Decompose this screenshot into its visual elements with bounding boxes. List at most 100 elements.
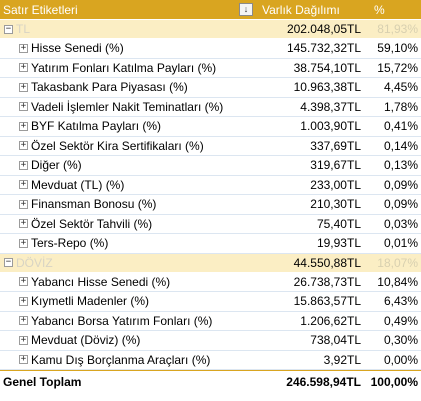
detail-label-cell: + Vadeli İşlemler Nakit Teminatları (%): [0, 100, 257, 114]
detail-row[interactable]: + Mevduat (Döviz) (%) 738,04TL 0,30%: [0, 331, 421, 351]
detail-label: Ters-Repo (%): [31, 236, 109, 251]
collapse-icon[interactable]: −: [4, 23, 13, 34]
group-label-cell: − DÖVİZ: [0, 256, 257, 270]
detail-percent: 0,09%: [383, 197, 418, 212]
detail-label-cell: + Diğer (%): [0, 158, 257, 172]
detail-row[interactable]: + Hisse Senedi (%) 145.732,32TL 59,10%: [0, 39, 421, 59]
detail-label: BYF Katılma Payları (%): [31, 119, 162, 134]
detail-value: 38.754,10TL: [293, 60, 361, 75]
detail-row[interactable]: + Kıymetli Madenler (%) 15.863,57TL 6,43%: [0, 292, 421, 312]
detail-row[interactable]: + Mevduat (TL) (%) 233,00TL 0,09%: [0, 176, 421, 195]
detail-row[interactable]: + Yabancı Hisse Senedi (%) 26.738,73TL 10,8…: [0, 273, 421, 292]
collapse-icon[interactable]: −: [4, 257, 13, 267]
expand-icon[interactable]: +: [19, 62, 28, 73]
expand-icon[interactable]: +: [19, 295, 28, 306]
detail-label-cell: + Takasbank Para Piyasası (%): [0, 80, 257, 94]
detail-row[interactable]: + Ters-Repo (%) 19,93TL 0,01%: [0, 234, 421, 254]
filter-dropdown-icon[interactable]: ↓: [239, 3, 253, 16]
detail-percent: 0,41%: [383, 119, 418, 134]
detail-row[interactable]: + Finansman Bonosu (%) 210,30TL 0,09%: [0, 195, 421, 215]
detail-label-cell: + Özel Sektör Kira Sertifikaları (%): [0, 139, 257, 153]
detail-percent: 0,14%: [383, 138, 418, 153]
detail-label-cell: + Yabancı Borsa Yatırım Fonları (%): [0, 314, 257, 328]
group-name: DÖVİZ: [16, 255, 53, 270]
detail-value: 233,00TL: [310, 177, 361, 192]
detail-label-cell: + Ters-Repo (%): [0, 236, 257, 250]
row-labels-header[interactable]: Satır Etiketleri ↓: [0, 3, 257, 17]
group-value: 44.550,88TL: [293, 255, 361, 270]
detail-label: Takasbank Para Piyasası (%): [31, 80, 188, 95]
detail-label-cell: + BYF Katılma Payları (%): [0, 119, 257, 133]
grand-total-percent: 100,00%: [370, 374, 418, 389]
detail-row[interactable]: + Özel Sektör Kira Sertifikaları (%) 337,6…: [0, 137, 421, 156]
grand-total-label: Genel Toplam: [3, 374, 82, 389]
detail-label: Özel Sektör Tahvili (%): [31, 216, 153, 231]
group-label-cell: − TL: [0, 22, 257, 36]
detail-value: 145.732,32TL: [286, 41, 361, 56]
detail-value: 337,69TL: [310, 138, 361, 153]
detail-value: 319,67TL: [310, 158, 361, 173]
detail-label: Finansman Bonosu (%): [31, 197, 157, 212]
expand-icon[interactable]: +: [19, 81, 28, 92]
detail-value: 26.738,73TL: [293, 274, 361, 289]
expand-icon[interactable]: +: [19, 120, 28, 131]
detail-row[interactable]: + Özel Sektör Tahvili (%) 75,40TL 0,03%: [0, 215, 421, 234]
detail-label: Yatırım Fonları Katılma Payları (%): [31, 60, 217, 75]
detail-label: Yabancı Hisse Senedi (%): [31, 274, 171, 289]
expand-icon[interactable]: +: [19, 334, 28, 345]
detail-label-cell: + Kamu Dış Borçlanma Araçları (%): [0, 353, 257, 367]
detail-label-cell: + Mevduat (TL) (%): [0, 178, 257, 192]
detail-row[interactable]: + Takasbank Para Piyasası (%) 10.963,38TL 4…: [0, 78, 421, 98]
pivot-header-row: Satır Etiketleri ↓ Varlık Dağılımı %: [0, 0, 421, 20]
expand-icon[interactable]: +: [19, 315, 28, 326]
group-row[interactable]: − TL 202.048,05TL 81,93%: [0, 20, 421, 39]
detail-value: 738,04TL: [310, 333, 361, 348]
detail-label-cell: + Yatırım Fonları Katılma Payları (%): [0, 61, 257, 75]
detail-value: 1.003,90TL: [300, 119, 361, 134]
detail-label-cell: + Mevduat (Döviz) (%): [0, 333, 257, 347]
detail-percent: 0,30%: [383, 333, 418, 348]
detail-percent: 0,09%: [383, 177, 418, 192]
percent-column-header[interactable]: %: [374, 2, 385, 17]
expand-icon[interactable]: +: [19, 218, 28, 229]
detail-percent: 1,78%: [383, 99, 418, 114]
expand-icon[interactable]: +: [19, 276, 28, 287]
detail-value: 4.398,37TL: [300, 99, 361, 114]
detail-value: 15.863,57TL: [293, 294, 361, 309]
detail-label: Hisse Senedi (%): [31, 41, 124, 56]
detail-row[interactable]: + Vadeli İşlemler Nakit Teminatları (%) 4.…: [0, 98, 421, 117]
grand-total-row: Genel Toplam 246.598,94TL 100,00%: [0, 370, 421, 392]
group-name: TL: [16, 22, 31, 36]
detail-value: 3,92TL: [323, 352, 361, 367]
expand-icon[interactable]: +: [19, 354, 28, 365]
detail-row[interactable]: + Kamu Dış Borçlanma Araçları (%) 3,92TL 0,…: [0, 351, 421, 370]
expand-icon[interactable]: +: [19, 101, 28, 112]
expand-icon[interactable]: +: [19, 42, 28, 53]
detail-percent: 6,43%: [383, 294, 418, 309]
detail-label: Mevduat (Döviz) (%): [31, 333, 141, 348]
detail-percent: 15,72%: [377, 60, 418, 75]
expand-icon[interactable]: +: [19, 179, 28, 190]
expand-icon[interactable]: +: [19, 140, 28, 151]
row-labels-header-text: Satır Etiketleri: [3, 2, 78, 17]
detail-label-cell: + Hisse Senedi (%): [0, 41, 257, 55]
expand-icon[interactable]: +: [19, 198, 28, 209]
detail-percent: 0,03%: [383, 216, 418, 231]
group-row[interactable]: − DÖVİZ 44.550,88TL 18,07%: [0, 253, 421, 273]
detail-percent: 0,01%: [383, 236, 418, 251]
value-column-header[interactable]: Varlık Dağılımı: [262, 2, 340, 17]
detail-percent: 0,49%: [383, 313, 418, 328]
expand-icon[interactable]: +: [19, 237, 28, 248]
group-percent: 81,93%: [377, 22, 418, 36]
detail-row[interactable]: + BYF Katılma Payları (%) 1.003,90TL 0,41%: [0, 117, 421, 137]
detail-percent: 0,00%: [383, 352, 418, 367]
detail-row[interactable]: + Diğer (%) 319,67TL 0,13%: [0, 156, 421, 176]
expand-icon[interactable]: +: [19, 159, 28, 170]
group-percent: 18,07%: [377, 255, 418, 270]
detail-label: Mevduat (TL) (%): [31, 177, 125, 192]
detail-row[interactable]: + Yatırım Fonları Katılma Payları (%) 38.7…: [0, 59, 421, 78]
detail-label: Vadeli İşlemler Nakit Teminatları (%): [31, 99, 224, 114]
detail-value: 210,30TL: [310, 197, 361, 212]
detail-label-cell: + Özel Sektör Tahvili (%): [0, 217, 257, 231]
detail-row[interactable]: + Yabancı Borsa Yatırım Fonları (%) 1.206,…: [0, 312, 421, 331]
